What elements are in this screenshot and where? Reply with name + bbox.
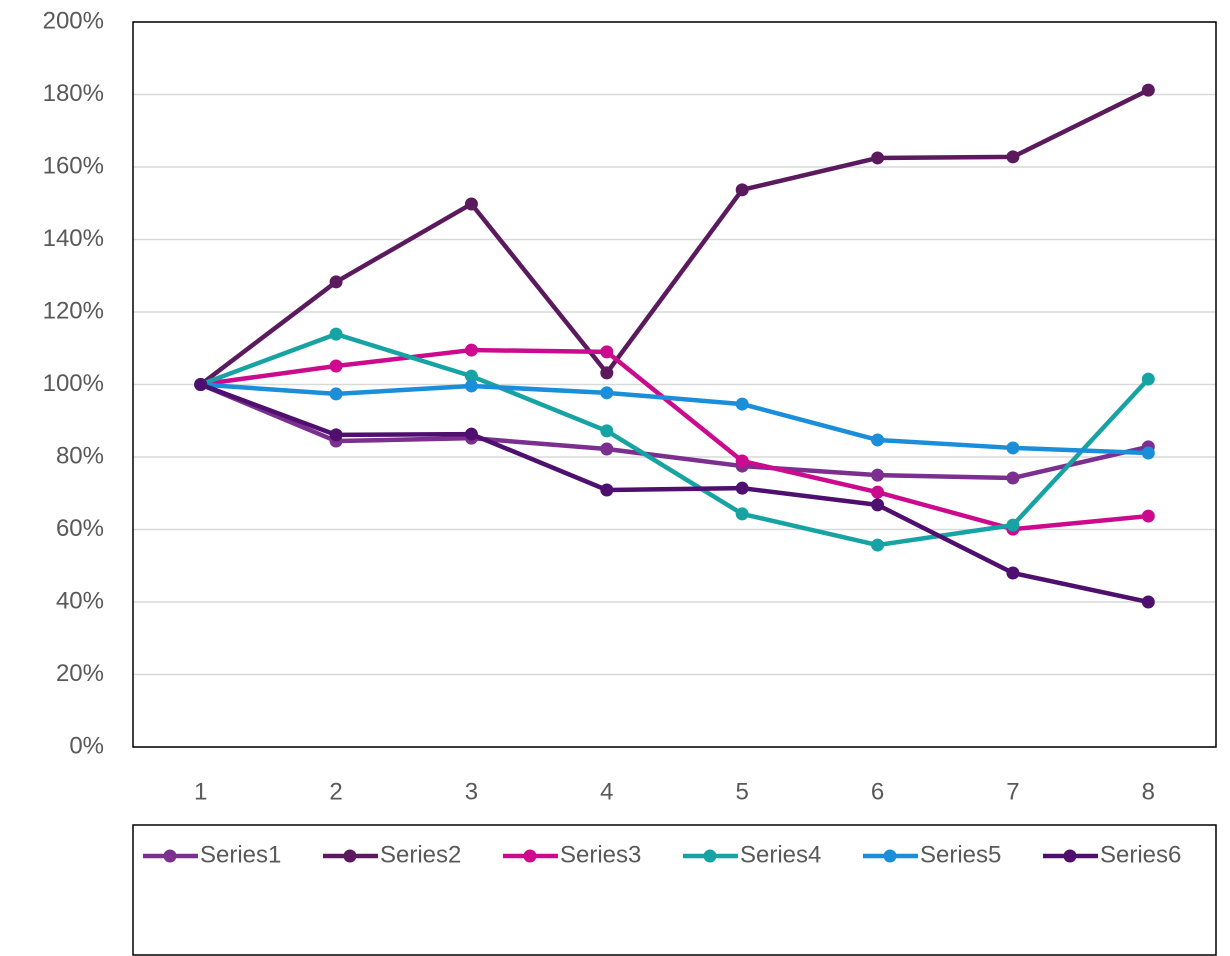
y-tick-label: 40% xyxy=(56,587,104,614)
legend-marker xyxy=(883,849,897,863)
series-marker xyxy=(329,387,343,401)
y-tick-label: 140% xyxy=(43,225,104,252)
series-marker xyxy=(600,424,614,438)
x-tick-label: 1 xyxy=(194,778,207,805)
series-marker xyxy=(600,386,614,400)
series-marker xyxy=(1006,471,1020,485)
series-marker xyxy=(1141,83,1155,97)
legend-label: Series3 xyxy=(560,841,641,868)
x-tick-label: 7 xyxy=(1006,778,1019,805)
series-marker xyxy=(1006,518,1020,532)
series-marker xyxy=(1006,441,1020,455)
series-marker xyxy=(735,183,749,197)
series-marker xyxy=(464,369,478,383)
series-line xyxy=(200,347,1149,532)
y-tick-label: 120% xyxy=(43,297,104,324)
plot-frame xyxy=(132,21,1217,748)
series-marker xyxy=(735,481,749,495)
x-tick-label: 4 xyxy=(600,778,613,805)
series-line xyxy=(199,382,1149,605)
x-tick-label: 3 xyxy=(465,778,478,805)
series-marker xyxy=(464,343,478,357)
series-marker xyxy=(1141,509,1155,523)
x-tick-label: 6 xyxy=(871,778,884,805)
series-marker xyxy=(600,366,614,380)
series-marker xyxy=(735,397,749,411)
series-marker xyxy=(1006,566,1020,580)
series-marker xyxy=(464,427,478,441)
y-tick-label: 100% xyxy=(43,370,104,397)
series-marker xyxy=(871,151,885,165)
legend-marker xyxy=(523,849,537,863)
series-marker xyxy=(735,507,749,521)
series-marker xyxy=(600,345,614,359)
y-tick-label: 80% xyxy=(56,442,104,469)
series-line xyxy=(199,331,1150,548)
legend-label: Series5 xyxy=(920,841,1001,868)
series-marker xyxy=(1141,446,1155,460)
y-tick-label: 0% xyxy=(69,732,104,759)
legend-marker xyxy=(343,849,357,863)
series-marker xyxy=(329,428,343,442)
y-tick-label: 20% xyxy=(56,660,104,687)
legend-marker xyxy=(1063,849,1077,863)
series-marker xyxy=(329,359,343,373)
series-line xyxy=(199,88,1150,387)
legend-label: Series4 xyxy=(740,841,821,868)
series-marker xyxy=(871,498,885,512)
series-marker xyxy=(1141,372,1155,386)
y-tick-label: 180% xyxy=(43,80,104,107)
legend-marker xyxy=(163,849,177,863)
series-line xyxy=(200,382,1149,456)
y-tick-label: 200% xyxy=(43,7,104,34)
series-marker xyxy=(1006,150,1020,164)
series-marker xyxy=(871,468,885,482)
series-marker xyxy=(329,275,343,289)
legend-label: Series6 xyxy=(1100,841,1181,868)
series-line xyxy=(199,382,1149,481)
series-marker xyxy=(871,485,885,499)
series-marker xyxy=(871,433,885,447)
y-tick-label: 60% xyxy=(56,515,104,542)
x-tick-label: 2 xyxy=(329,778,342,805)
series-marker xyxy=(600,483,614,497)
x-tick-label: 8 xyxy=(1142,778,1155,805)
series-marker xyxy=(464,197,478,211)
series-marker xyxy=(1141,595,1155,609)
legend-box xyxy=(132,824,1217,956)
legend-marker xyxy=(703,849,717,863)
series-marker xyxy=(194,378,208,391)
series-marker xyxy=(464,379,478,393)
y-tick-label: 160% xyxy=(43,152,104,179)
legend-label: Series1 xyxy=(200,841,281,868)
series-marker xyxy=(735,454,749,468)
x-tick-label: 5 xyxy=(736,778,749,805)
series-marker xyxy=(600,442,614,456)
legend-label: Series2 xyxy=(380,841,461,868)
series-marker xyxy=(329,327,343,341)
series-marker xyxy=(871,538,885,552)
